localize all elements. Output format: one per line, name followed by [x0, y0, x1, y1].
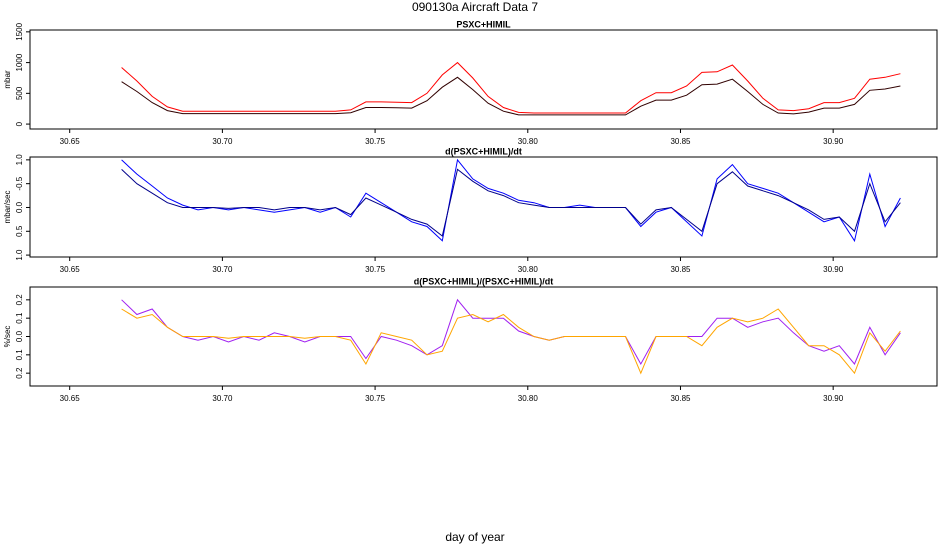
figure-title: 090130a Aircraft Data 7: [412, 0, 538, 14]
panel-title: d(PSXC+HIMIL)/dt: [445, 146, 522, 156]
y-tick-label: -0.5: [15, 176, 24, 190]
y-tick-label: 0.1: [15, 312, 24, 324]
y-tick-label: 1.0: [15, 154, 24, 166]
x-tick-label: 30.65: [60, 137, 81, 146]
y-tick-label: 0: [15, 121, 24, 126]
y-tick-label: 0.2: [15, 294, 24, 306]
y-tick-label: 1000: [15, 53, 24, 71]
data-line: [121, 298, 901, 366]
y-tick-label: 1.0: [15, 249, 24, 261]
y-tick-label: 500: [15, 86, 24, 100]
x-tick-label: 30.85: [670, 137, 691, 146]
x-tick-label: 30.75: [365, 394, 386, 403]
x-axis-label: day of year: [445, 530, 504, 544]
data-line: [121, 308, 901, 375]
x-tick-label: 30.65: [60, 265, 81, 274]
panel-title: PSXC+HIMIL: [456, 19, 511, 29]
x-tick-label: 30.65: [60, 394, 81, 403]
y-tick-label: 0.2: [15, 367, 24, 379]
panel-title: d(PSXC+HIMIL)/(PSXC+HIMIL)/dt: [414, 276, 554, 286]
y-axis-label: mbar/sec: [3, 191, 12, 224]
x-tick-label: 30.80: [518, 265, 539, 274]
x-tick-label: 30.70: [212, 137, 233, 146]
x-tick-label: 30.90: [823, 265, 844, 274]
x-tick-label: 30.90: [823, 137, 844, 146]
y-tick-label: 0.1: [15, 349, 24, 361]
x-tick-label: 30.70: [212, 394, 233, 403]
y-axis-label: mbar: [3, 70, 12, 89]
x-tick-label: 30.90: [823, 394, 844, 403]
data-line: [121, 76, 901, 116]
x-tick-label: 30.85: [670, 265, 691, 274]
data-line: [121, 61, 901, 114]
plot-frame: [29, 29, 938, 130]
data-line: [121, 168, 901, 237]
y-tick-label: 0.5: [15, 225, 24, 237]
x-tick-label: 30.85: [670, 394, 691, 403]
y-tick-label: 1500: [15, 22, 24, 40]
y-axis-label: %/sec: [3, 326, 12, 348]
x-tick-label: 30.75: [365, 265, 386, 274]
data-line: [121, 158, 901, 243]
x-tick-label: 30.75: [365, 137, 386, 146]
y-tick-label: 0.0: [15, 330, 24, 342]
x-tick-label: 30.80: [518, 394, 539, 403]
x-tick-label: 30.70: [212, 265, 233, 274]
x-tick-label: 30.80: [518, 137, 539, 146]
y-tick-label: 0.0: [15, 201, 24, 213]
